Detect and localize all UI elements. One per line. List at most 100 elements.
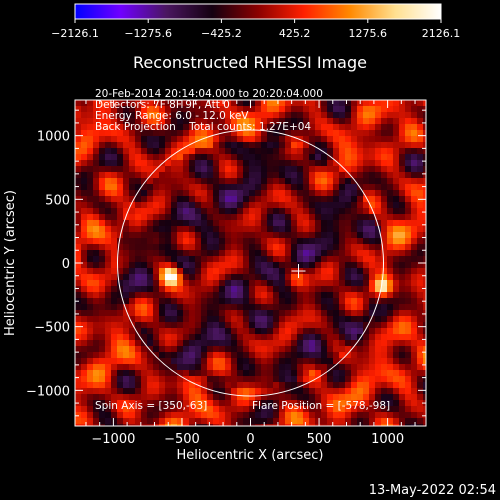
heatmap-cell <box>99 364 106 371</box>
y-axis-label: Heliocentric Y (arcsec) <box>3 190 18 336</box>
heatmap-cell <box>291 418 298 425</box>
heatmap-cell <box>201 364 208 371</box>
heatmap-cell <box>231 106 238 113</box>
heatmap-cell <box>117 394 124 401</box>
x-axis-label: Heliocentric X (arcsec) <box>177 448 324 463</box>
heatmap-cell <box>99 310 106 317</box>
heatmap-cell <box>375 316 382 323</box>
heatmap-cell <box>249 220 256 227</box>
heatmap-cell <box>195 172 202 179</box>
heatmap-cell <box>111 244 118 251</box>
heatmap-cell <box>345 142 352 149</box>
heatmap-cell <box>279 370 286 377</box>
heatmap-cell <box>81 292 88 299</box>
heatmap-cell <box>387 190 394 197</box>
heatmap-cell <box>153 334 160 341</box>
heatmap-cell <box>351 106 358 113</box>
heatmap-cell <box>291 292 298 299</box>
heatmap-cell <box>129 382 136 389</box>
heatmap-cell <box>381 106 388 113</box>
heatmap-cell <box>399 274 406 281</box>
heatmap-cell <box>99 238 106 245</box>
heatmap-cell <box>309 166 316 173</box>
heatmap-cell <box>393 190 400 197</box>
heatmap-cell <box>417 334 424 341</box>
heatmap-cell <box>249 130 256 137</box>
heatmap-cell <box>309 202 316 209</box>
heatmap-cell <box>213 274 220 281</box>
heatmap-cell <box>381 376 388 383</box>
heatmap-cell <box>183 238 190 245</box>
heatmap-cell <box>159 280 166 287</box>
heatmap-cell <box>297 400 304 407</box>
heatmap-cell <box>129 352 136 359</box>
heatmap-cell <box>273 328 280 335</box>
heatmap-cell <box>351 124 358 131</box>
heatmap-cell <box>381 364 388 371</box>
heatmap-cell <box>351 196 358 203</box>
heatmap-cell <box>87 400 94 407</box>
heatmap-cell <box>381 202 388 209</box>
heatmap-cell <box>255 238 262 245</box>
heatmap-cell <box>81 304 88 311</box>
colorbar-tick-label: −1275.6 <box>124 27 172 40</box>
heatmap-cell <box>93 154 100 161</box>
heatmap-cell <box>261 178 268 185</box>
x-tick-label: 1000 <box>371 432 404 447</box>
heatmap-cell <box>189 148 196 155</box>
heatmap-cell <box>189 244 196 251</box>
heatmap-cell <box>123 250 130 257</box>
heatmap-cell <box>231 178 238 185</box>
heatmap-cell <box>195 136 202 143</box>
heatmap-cell <box>225 310 232 317</box>
heatmap-cell <box>117 196 124 203</box>
heatmap-cell <box>249 118 256 125</box>
heatmap-cell <box>411 298 418 305</box>
heatmap-cell <box>405 328 412 335</box>
heatmap-cell <box>351 208 358 215</box>
heatmap-cell <box>231 400 238 407</box>
heatmap-cell <box>315 106 322 113</box>
heatmap-cell <box>261 208 268 215</box>
heatmap-cell <box>147 382 154 389</box>
heatmap-cell <box>189 358 196 365</box>
heatmap-cell <box>411 190 418 197</box>
heatmap-cell <box>153 370 160 377</box>
heatmap-cell <box>111 124 118 131</box>
heatmap-cell <box>423 394 426 401</box>
heatmap-cell <box>333 112 340 119</box>
heatmap-cell <box>117 208 124 215</box>
heatmap-cell <box>147 238 154 245</box>
heatmap-cell <box>399 376 406 383</box>
heatmap-cell <box>237 142 244 149</box>
heatmap-cell <box>165 412 172 419</box>
heatmap-cell <box>129 250 136 257</box>
heatmap-cell <box>291 106 298 113</box>
heatmap-cell <box>141 298 148 305</box>
heatmap-cell <box>423 364 426 371</box>
heatmap-cell <box>159 130 166 137</box>
heatmap-cell <box>267 106 274 113</box>
heatmap-cell <box>291 424 298 426</box>
heatmap-cell <box>255 250 262 257</box>
heatmap-cell <box>231 136 238 143</box>
heatmap-cell <box>249 202 256 209</box>
heatmap-cell <box>213 124 220 131</box>
heatmap-cell <box>147 226 154 233</box>
heatmap-cell <box>315 286 322 293</box>
heatmap-cell <box>255 382 262 389</box>
heatmap-cell <box>231 346 238 353</box>
heatmap-cell <box>285 250 292 257</box>
heatmap-cell <box>135 388 142 395</box>
heatmap-cell <box>351 226 358 233</box>
heatmap-cell <box>345 322 352 329</box>
heatmap-cell <box>363 100 370 107</box>
heatmap-cell <box>171 418 178 425</box>
heatmap-cell <box>81 268 88 275</box>
heatmap-cell <box>375 214 382 221</box>
heatmap-cell <box>261 358 268 365</box>
heatmap-cell <box>165 250 172 257</box>
heatmap-cell <box>399 268 406 275</box>
heatmap-cell <box>189 136 196 143</box>
heatmap-cell <box>231 244 238 251</box>
